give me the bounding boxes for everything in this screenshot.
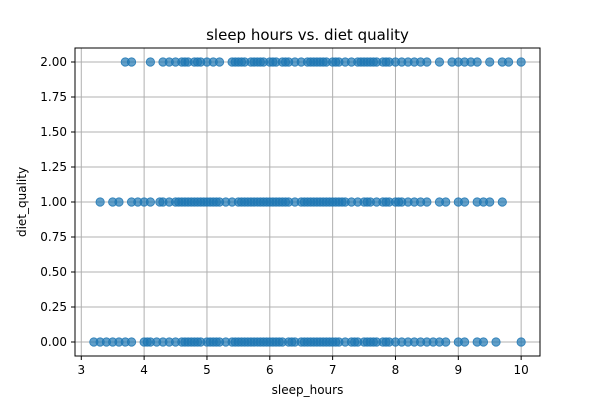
y-tick-label: 1.00 <box>40 195 67 209</box>
x-tick-label: 10 <box>514 363 529 377</box>
y-tick-label: 1.25 <box>40 160 67 174</box>
x-axis-label: sleep_hours <box>272 383 344 397</box>
data-point <box>145 197 156 207</box>
data-point <box>485 57 495 67</box>
data-point <box>516 337 526 347</box>
data-point <box>503 57 514 67</box>
y-tick-label: 2.00 <box>40 55 67 69</box>
data-point <box>459 197 470 207</box>
data-point <box>485 197 495 207</box>
x-tick-label: 9 <box>454 363 462 377</box>
x-tick-label: 3 <box>77 363 85 377</box>
data-point <box>459 337 470 347</box>
data-point <box>441 337 451 347</box>
data-point <box>126 57 137 67</box>
data-point <box>472 57 482 67</box>
data-point <box>422 197 432 207</box>
data-point <box>95 197 105 207</box>
y-tick-label: 1.50 <box>40 125 67 139</box>
data-point <box>491 337 501 347</box>
y-tick-label: 0.25 <box>40 300 67 314</box>
x-tick-label: 8 <box>392 363 400 377</box>
y-tick-label: 0.50 <box>40 265 67 279</box>
data-point <box>214 57 225 67</box>
data-point <box>422 57 432 67</box>
data-point <box>114 197 124 207</box>
x-tick-label: 7 <box>329 363 337 377</box>
data-points <box>89 57 526 347</box>
data-point <box>441 197 451 207</box>
x-tick-label: 6 <box>266 363 274 377</box>
data-point <box>434 57 445 67</box>
data-point <box>497 197 507 207</box>
y-tick-label: 0.75 <box>40 230 67 244</box>
x-axis-ticks: 3 4 5 6 7 8 9 10 <box>77 356 529 377</box>
chart-title: sleep hours vs. diet quality <box>206 26 409 44</box>
data-point <box>478 337 489 347</box>
y-axis-label: diet_quality <box>15 167 29 237</box>
y-tick-label: 0.00 <box>40 335 67 349</box>
y-axis-ticks: 0.00 0.25 0.50 0.75 1.00 1.25 1.50 1.75 2.00 <box>40 55 75 349</box>
data-point <box>145 57 156 67</box>
x-tick-label: 5 <box>203 363 211 377</box>
y-tick-label: 1.75 <box>40 90 67 104</box>
data-point <box>516 57 526 67</box>
data-point <box>126 337 137 347</box>
x-tick-label: 4 <box>140 363 148 377</box>
